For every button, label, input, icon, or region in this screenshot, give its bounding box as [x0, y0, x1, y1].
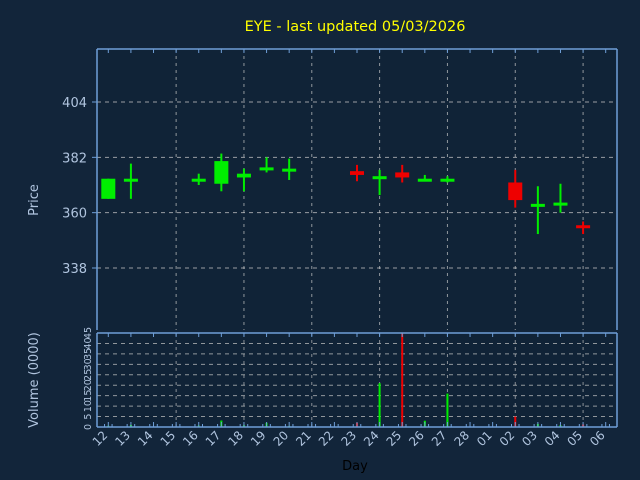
candle-body [395, 172, 410, 178]
chart-title: EYE - last updated 05/03/2026 [245, 19, 466, 35]
volume-tick-label: 40 [83, 337, 94, 349]
candlestick-20 [282, 158, 297, 180]
volume-tick-label: 20 [83, 379, 94, 391]
candle-body [553, 202, 568, 206]
volume-tick-label: 5 [83, 414, 94, 420]
price-plot-area [97, 49, 617, 330]
candle-body [123, 178, 138, 182]
candle-body [101, 178, 116, 199]
price-tick-label: 382 [62, 151, 87, 166]
candlestick-25 [395, 164, 410, 183]
candlestick-26 [417, 174, 432, 182]
candlestick-03 [530, 186, 545, 235]
candlestick-02 [508, 169, 523, 208]
price-axis-label: Price [27, 184, 42, 216]
volume-tick-label: 0 [83, 424, 94, 430]
volume-tick-label: 45 [83, 327, 94, 339]
price-tick-label: 338 [62, 262, 87, 277]
price-panel: 404 382 360 338 [62, 48, 618, 330]
candlestick-12 [101, 178, 116, 199]
candlestick-27 [440, 176, 455, 183]
candlestick-23 [349, 164, 365, 182]
volume-tick-label: 35 [83, 348, 94, 360]
candle-body [417, 178, 432, 182]
candlestick-05 [576, 221, 591, 235]
candlestick-16 [191, 173, 206, 185]
volume-tick-label: 15 [83, 390, 94, 402]
candle-body [191, 178, 206, 182]
volume-plot-area [97, 333, 617, 427]
candle-body [259, 167, 274, 171]
candlestick-24 [372, 169, 387, 196]
candle-body [440, 178, 455, 182]
candle-body [236, 173, 251, 178]
volume-tick-label: 30 [83, 358, 94, 370]
candlestick-18 [236, 168, 251, 192]
volume-tick-label: 25 [83, 369, 94, 381]
volume-tick-label: 10 [83, 400, 94, 412]
candlestick-04 [553, 183, 568, 213]
candlestick-19 [259, 157, 274, 173]
price-tick-label: 360 [62, 207, 87, 222]
candle-body [214, 161, 229, 184]
candlestick-17 [214, 153, 229, 192]
candle-body [508, 182, 523, 201]
x-axis-tick-labels: 12 13 14 15 16 17 18 19 20 21 22 23 24 25 26 27 28 01 02 03… [90, 428, 608, 449]
candle-body [576, 225, 591, 229]
candle-body [372, 176, 387, 180]
candle-body [349, 171, 365, 175]
candlestick-13 [123, 163, 138, 199]
x-axis-label: Day [342, 459, 368, 474]
candle-body [530, 203, 545, 207]
price-tick-label: 404 [62, 96, 87, 111]
candle-body [282, 168, 297, 172]
volume-axis-label: Volume (0000) [27, 332, 42, 428]
